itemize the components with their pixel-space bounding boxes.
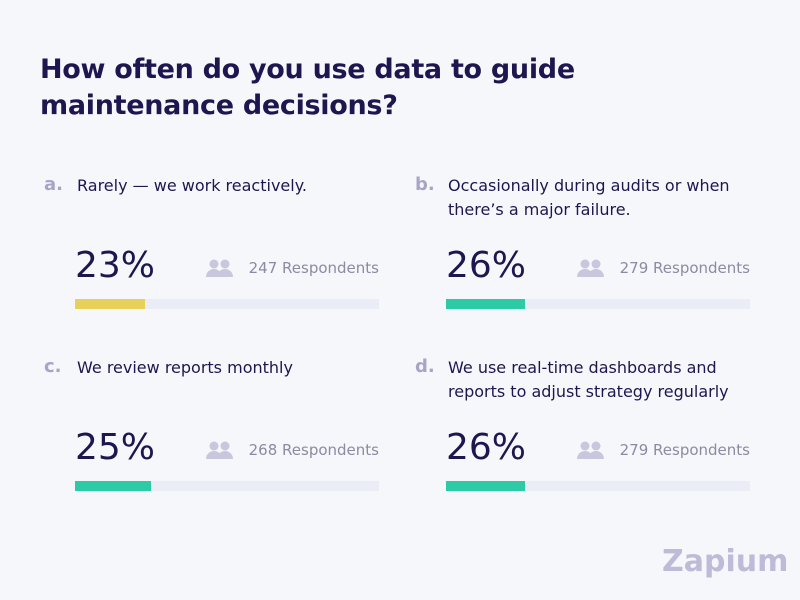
respondents-count: 268 Respondents — [248, 441, 379, 459]
option-text: We review reports monthly — [77, 358, 293, 377]
option-text: Rarely — we work reactively. — [77, 176, 307, 195]
logo: Zapium — [662, 544, 789, 579]
option-card: b. Occasionally during audits or when the… — [415, 172, 755, 332]
option-letter: c. — [44, 356, 62, 377]
option-letter: d. — [415, 356, 435, 377]
people-icon — [205, 259, 233, 277]
progress-track — [75, 481, 379, 491]
respondents: 247 Respondents — [205, 258, 379, 278]
progress-bar — [446, 481, 526, 491]
respondents: 279 Respondents — [576, 258, 750, 278]
respondents: 279 Respondents — [576, 440, 750, 460]
option-card: c. We review reports monthly 25% 268 Respon… — [44, 354, 384, 514]
option-letter: b. — [415, 174, 435, 195]
percent-label: 26% — [446, 245, 527, 286]
percent-label: 23% — [75, 245, 156, 286]
respondents: 268 Respondents — [205, 440, 379, 460]
respondents-count: 279 Respondents — [619, 259, 750, 277]
people-icon — [576, 259, 604, 277]
progress-track — [75, 299, 379, 309]
people-icon — [576, 441, 604, 459]
respondents-count: 279 Respondents — [619, 441, 750, 459]
progress-bar — [75, 299, 145, 309]
percent-label: 25% — [75, 427, 156, 468]
progress-bar — [75, 481, 151, 491]
question-title: How often do you use data to guide maint… — [40, 54, 575, 121]
progress-track — [446, 481, 750, 491]
progress-bar — [446, 299, 526, 309]
people-icon — [205, 441, 233, 459]
option-text: Occasionally during audits or when there… — [448, 176, 730, 219]
percent-label: 26% — [446, 427, 527, 468]
option-card: d. We use real-time dashboards and report… — [415, 354, 755, 514]
option-card: a. Rarely — we work reactively. 23% 247 Res… — [44, 172, 384, 332]
respondents-count: 247 Respondents — [248, 259, 379, 277]
progress-track — [446, 299, 750, 309]
option-letter: a. — [44, 174, 63, 195]
option-text: We use real-time dashboards and reports … — [448, 358, 729, 401]
